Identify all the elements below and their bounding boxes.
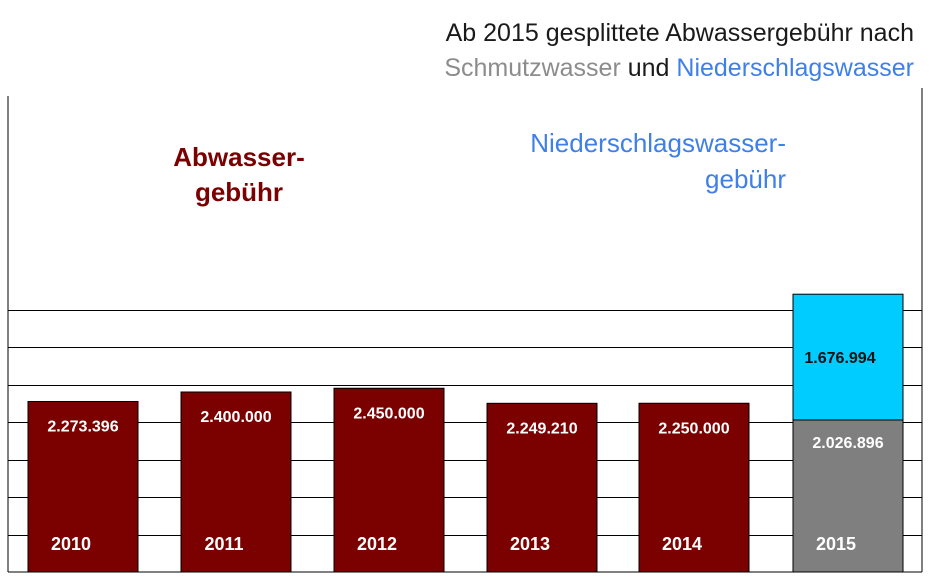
bar-abwasser bbox=[180, 391, 292, 573]
title-backing bbox=[395, 6, 923, 88]
bar-abwasser bbox=[638, 402, 750, 573]
subtitle-und: und bbox=[621, 54, 677, 82]
bar-abwasser bbox=[27, 400, 139, 573]
category-label: 2011 bbox=[204, 534, 243, 554]
category-label: 2010 bbox=[51, 534, 91, 554]
bar-niederschlagswasser bbox=[792, 293, 904, 421]
bar-schmutzwasser bbox=[792, 419, 904, 573]
data-label: 2.400.000 bbox=[200, 409, 271, 426]
data-label: 2.026.896 bbox=[812, 435, 883, 452]
category-label: 2012 bbox=[357, 534, 397, 554]
category-label: 2014 bbox=[662, 534, 702, 554]
chart-title: Ab 2015 gesplittete Abwassergebühr nach bbox=[446, 19, 914, 47]
annotation-box bbox=[503, 120, 791, 216]
annotation-abwasser: gebühr bbox=[195, 177, 283, 207]
data-label: 2.273.396 bbox=[47, 418, 118, 435]
category-label: 2015 bbox=[816, 534, 856, 554]
subtitle-schmutzwasser: Schmutzwasser bbox=[444, 54, 620, 82]
data-label: 1.676.994 bbox=[804, 350, 875, 367]
annotation-niederschlag: gebühr bbox=[705, 164, 786, 194]
bar-abwasser bbox=[333, 387, 445, 573]
data-label: 2.249.210 bbox=[506, 420, 577, 437]
category-label: 2013 bbox=[510, 534, 550, 554]
chart-subtitle: Schmutzwasser und Niederschlagswasser bbox=[444, 54, 914, 82]
bar-abwasser bbox=[486, 402, 598, 573]
data-label: 2.450.000 bbox=[353, 405, 424, 422]
data-label: 2.250.000 bbox=[658, 420, 729, 437]
annotation-abwasser: Abwasser- bbox=[173, 142, 305, 172]
subtitle-niederschlagswasser: Niederschlagswasser bbox=[676, 54, 914, 82]
annotation-box bbox=[166, 120, 312, 216]
annotation-niederschlag: Niederschlagswasser- bbox=[530, 128, 786, 158]
